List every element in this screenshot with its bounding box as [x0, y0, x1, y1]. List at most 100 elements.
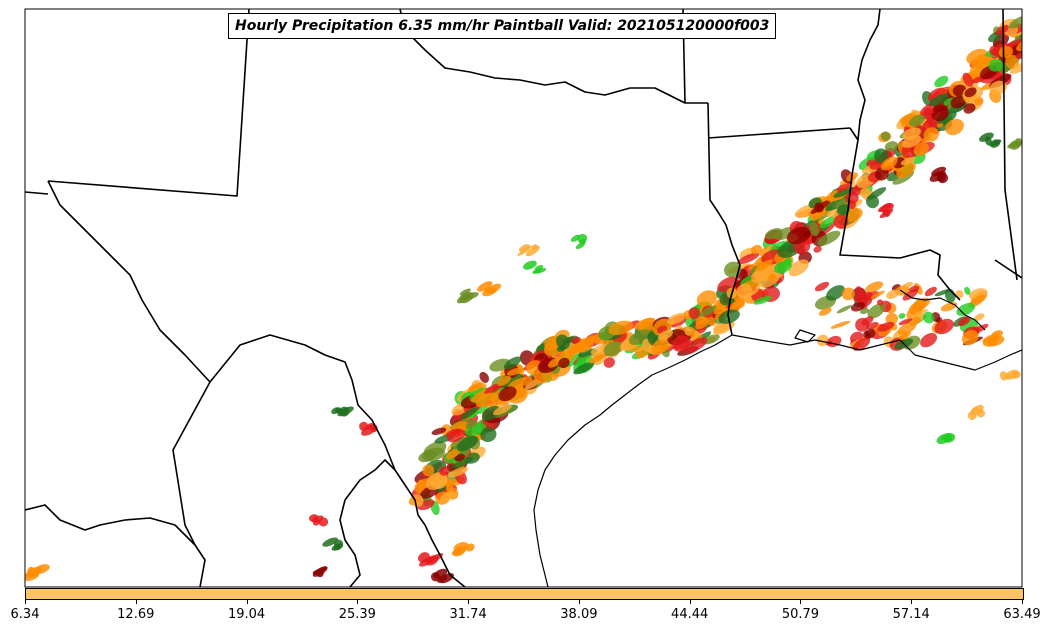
- precip-blob: [988, 58, 1004, 72]
- map-title: Hourly Precipitation 6.35 mm/hr Paintbal…: [228, 13, 777, 39]
- precip-blob: [1005, 54, 1020, 70]
- precip-blob: [958, 316, 971, 327]
- precip-blob: [910, 309, 929, 319]
- precip-blob: [902, 135, 922, 148]
- colorbar-tick-label: 57.14: [892, 607, 930, 622]
- precip-blob: [962, 72, 974, 87]
- precip-blob: [493, 404, 512, 416]
- precip-blob: [998, 46, 1013, 58]
- precip-blob: [874, 148, 889, 164]
- precip-blob: [841, 287, 855, 301]
- precip-blob: [333, 545, 342, 551]
- precip-blob: [979, 132, 994, 142]
- precip-blob: [923, 311, 935, 324]
- colorbar-tick-label: 12.69: [117, 607, 155, 622]
- precip-blob: [422, 464, 435, 477]
- precip-blob: [945, 118, 964, 136]
- precip-blob: [833, 187, 855, 198]
- precip-blob: [556, 345, 566, 352]
- precip-blob: [452, 456, 474, 469]
- precip-blob: [877, 321, 895, 332]
- precip-blob: [439, 466, 450, 476]
- precip-blob: [813, 246, 822, 253]
- precip-blob: [430, 572, 440, 582]
- colorbar-tick-mark: [25, 599, 26, 604]
- precip-blob: [608, 320, 634, 336]
- colorbar-tick-mark: [578, 599, 580, 604]
- precip-blob: [756, 259, 773, 272]
- precip-blob: [439, 491, 455, 503]
- precip-blob: [555, 334, 570, 350]
- precip-blob: [950, 95, 966, 109]
- precip-blob: [900, 156, 916, 166]
- precip-blob: [937, 173, 949, 184]
- precip-blob: [337, 406, 354, 417]
- precip-blob: [867, 303, 886, 319]
- precip-blob: [934, 75, 949, 88]
- precip-blob: [418, 450, 437, 463]
- precip-blob: [920, 333, 938, 348]
- colorbar-tick-label: 63.49: [1003, 607, 1041, 622]
- precip-blob: [573, 362, 594, 375]
- colorbar-tick-mark: [689, 599, 691, 604]
- precip-blob: [508, 376, 533, 389]
- precip-blob: [736, 283, 753, 300]
- precip-blob: [956, 302, 976, 316]
- colorbar-tick-label: 44.44: [671, 607, 709, 622]
- precip-blob: [817, 230, 841, 246]
- colorbar-tick-mark: [135, 599, 137, 604]
- precip-blob: [427, 553, 444, 564]
- precip-blob: [865, 328, 876, 339]
- precip-blob: [523, 260, 537, 270]
- precip-blob: [1030, 33, 1047, 51]
- precip-blob: [830, 320, 851, 329]
- precip-blob: [837, 204, 850, 216]
- precip-blob: [1004, 369, 1019, 380]
- colorbar-tick-label: 38.09: [560, 607, 598, 622]
- precip-blob: [866, 194, 879, 209]
- precip-blob: [865, 281, 884, 293]
- precip-blob: [861, 316, 874, 326]
- precip-blob: [814, 281, 830, 292]
- precip-blob: [967, 411, 977, 421]
- precip-blob: [1015, 46, 1022, 59]
- state-borders: [25, 9, 1022, 587]
- colorbar: [25, 588, 1024, 600]
- precip-blob: [27, 566, 36, 577]
- colorbar-tick-label: 25.39: [338, 607, 376, 622]
- precip-blob: [885, 313, 899, 325]
- colorbar-tick-mark: [800, 599, 802, 604]
- precip-blob: [514, 388, 527, 399]
- precip-blob: [898, 318, 913, 326]
- precip-blob: [633, 317, 656, 330]
- precip-blob: [525, 245, 540, 257]
- precip-blob: [699, 305, 717, 317]
- colorbar-tick-mark: [246, 599, 248, 604]
- precip-blob: [898, 331, 912, 340]
- precip-blob: [912, 316, 921, 325]
- precip-blob: [880, 131, 891, 141]
- precip-blob: [865, 321, 879, 330]
- precip-blob: [506, 367, 525, 376]
- precip-blob: [826, 285, 845, 301]
- precip-blob: [695, 314, 708, 325]
- precip-blob: [995, 24, 1009, 36]
- precip-blob: [359, 421, 369, 431]
- precip-blob: [417, 552, 430, 563]
- precip-blob: [963, 103, 976, 114]
- precip-blob: [810, 210, 827, 220]
- precip-blob: [570, 234, 581, 242]
- precip-blob: [447, 467, 468, 478]
- precip-blob: [886, 289, 900, 299]
- precip-blob: [989, 139, 1001, 148]
- precip-blob: [532, 268, 542, 274]
- precip-blob: [459, 288, 471, 296]
- precip-blob: [924, 286, 937, 297]
- precip-blob: [308, 514, 319, 522]
- precip-blob: [737, 252, 760, 265]
- precip-blob: [666, 312, 687, 325]
- precip-blob: [859, 187, 871, 198]
- precip-blob: [1008, 15, 1022, 29]
- precip-blob: [314, 567, 327, 575]
- precip-blob: [786, 226, 811, 245]
